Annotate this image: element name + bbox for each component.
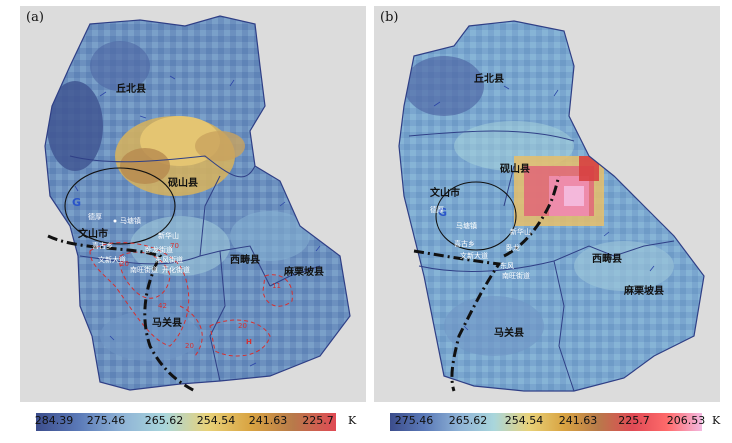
place-label: 东风 [500, 261, 514, 270]
county-label-xichou: 西畴县 [230, 253, 260, 266]
contour-label: 11 [272, 282, 281, 290]
county-label-qiubei: 丘北县 [474, 72, 504, 85]
symbol-g: G [438, 206, 447, 219]
place-label: 南旺街道 [130, 265, 158, 274]
map-panel-b: (b) 丘北县 砚山县 文山市 西畴县 麻栗坡县 马关县 G 德厚 马塘镇 喜古… [374, 6, 720, 402]
county-label-wenshan: 文山市 [78, 227, 108, 240]
place-label: 南旺街道 [502, 271, 530, 280]
place-label: 文新大道 [98, 255, 126, 264]
place-label: 文新大道 [460, 251, 488, 260]
colorbar-unit: K [712, 414, 721, 427]
place-label: 新华山 [158, 231, 179, 240]
map-panel-a: (a) 丘北县 砚山县 文山市 西畴县 麻栗坡县 马关县 G 德厚 马塘镇 喜古… [20, 6, 366, 402]
colorbar-a: 284.39 275.46 265.62 254.54 241.63 225.7… [34, 413, 356, 431]
place-label: 卧龙 [506, 243, 520, 252]
contour-label: 20 [185, 342, 194, 350]
county-label-malipo: 麻栗坡县 [623, 284, 664, 297]
colorbar-b: 275.46 265.62 254.54 241.63 225.7 206.53… [390, 413, 720, 431]
place-label: 德厚 [430, 205, 444, 214]
place-label: 马塘镇 [120, 216, 141, 225]
colorbar-tick: 254.54 [504, 414, 544, 427]
place-label: 马塘镇 [456, 221, 477, 230]
colorbar-tick: 284.39 [34, 414, 74, 427]
colorbar-tick: 275.46 [86, 414, 126, 427]
map-a-labels: 丘北县 砚山县 文山市 西畴县 麻栗坡县 马关县 G 德厚 马塘镇 喜古乡 文新… [72, 82, 324, 350]
contour-label: H [246, 338, 252, 346]
county-label-yanshan: 砚山县 [500, 162, 530, 175]
county-label-maguan: 马关县 [494, 326, 524, 339]
colorbar-unit: K [348, 414, 357, 427]
place-label: 喜古乡 [454, 239, 475, 248]
place-label: 新华山 [510, 227, 531, 236]
county-label-maguan: 马关县 [152, 316, 182, 329]
county-label-qiubei: 丘北县 [116, 82, 146, 95]
place-label: 德厚 [88, 212, 102, 221]
map-b-labels: 丘北县 砚山县 文山市 西畴县 麻栗坡县 马关县 G 德厚 马塘镇 喜古乡 文新… [430, 72, 664, 339]
contour-label: 42 [158, 302, 167, 310]
panel-tag: (b) [380, 10, 399, 25]
place-label: 卧龙街道 [145, 245, 173, 254]
place-label: 东风街道 [155, 255, 183, 264]
map-b-canvas [398, 20, 705, 392]
map-a-canvas [44, 15, 351, 393]
county-label-malipo: 麻栗坡县 [283, 265, 324, 278]
contour-label: 20 [238, 322, 247, 330]
contour-label: 70 [170, 242, 179, 250]
place-label: 喜古乡 [92, 241, 113, 250]
colorbar-tick: 206.53 [666, 414, 706, 427]
county-label-xichou: 西畴县 [592, 252, 622, 265]
colorbar-tick: 225.7 [618, 414, 650, 427]
colorbar-tick: 225.7 [302, 414, 334, 427]
colorbar-a-gradient [36, 413, 336, 431]
panel-tag: (a) [26, 10, 44, 25]
colorbar-tick: 265.62 [448, 414, 488, 427]
colorbar-b-gradient [390, 413, 702, 431]
place-label: 开化街道 [162, 265, 190, 274]
county-label-wenshan: 文山市 [430, 186, 460, 199]
county-label-yanshan: 砚山县 [168, 176, 198, 189]
contour-label: 20 [120, 260, 129, 268]
colorbar-tick: 241.63 [248, 414, 288, 427]
colorbar-tick: 254.54 [196, 414, 236, 427]
colorbar-tick: 275.46 [394, 414, 434, 427]
colorbar-tick: 265.62 [144, 414, 184, 427]
symbol-g: G [72, 196, 81, 209]
colorbar-tick: 241.63 [558, 414, 598, 427]
